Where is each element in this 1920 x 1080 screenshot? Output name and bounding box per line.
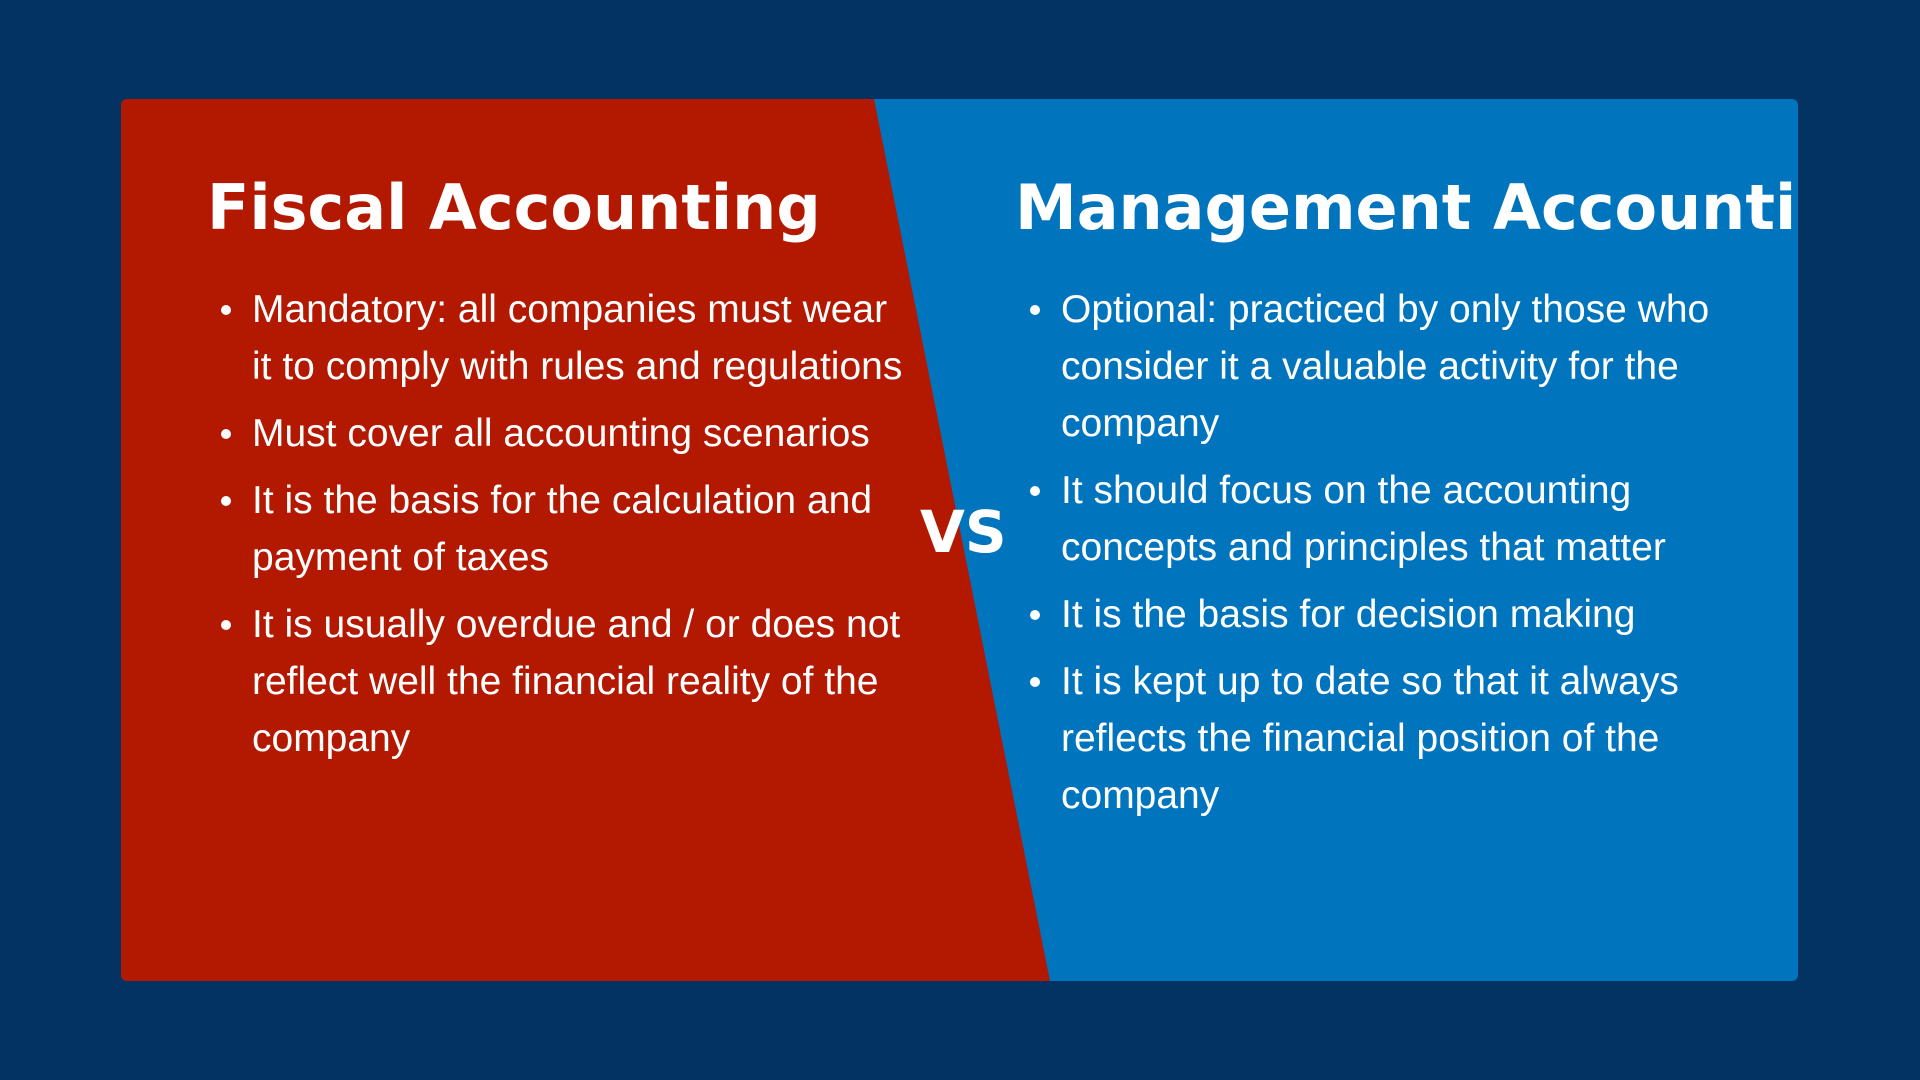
fiscal-point-2: Must cover all accounting scenarios (221, 405, 912, 462)
management-point-1: Optional: practiced by only those who co… (1030, 281, 1761, 452)
management-point-2: It should focus on the accounting concep… (1030, 462, 1761, 576)
fiscal-point-1-text: Mandatory: all companies must wear it to… (252, 288, 903, 388)
bullet-icon (221, 305, 231, 315)
fiscal-accounting-list: Mandatory: all companies must wear it to… (221, 281, 912, 777)
management-point-4: It is kept up to date so that it always … (1030, 653, 1761, 824)
fiscal-point-1: Mandatory: all companies must wear it to… (221, 281, 912, 395)
management-accounting-list: Optional: practiced by only those who co… (1030, 281, 1761, 834)
vs-label: VS (920, 498, 1007, 566)
management-point-4-text: It is kept up to date so that it always … (1061, 660, 1679, 817)
management-accounting-title: Management Accounting (1015, 171, 1798, 244)
bullet-icon (221, 620, 231, 630)
bullet-icon (221, 496, 231, 506)
fiscal-point-2-text: Must cover all accounting scenarios (252, 412, 870, 455)
bullet-icon (1030, 610, 1040, 620)
management-point-1-text: Optional: practiced by only those who co… (1061, 288, 1710, 445)
bullet-icon (1030, 305, 1040, 315)
management-point-3: It is the basis for decision making (1030, 586, 1761, 643)
fiscal-accounting-title: Fiscal Accounting (207, 171, 821, 244)
comparison-card: Fiscal Accounting Mandatory: all compani… (121, 99, 1798, 981)
bullet-icon (221, 429, 231, 439)
fiscal-point-4: It is usually overdue and / or does not … (221, 596, 912, 767)
fiscal-point-4-text: It is usually overdue and / or does not … (252, 603, 901, 760)
bullet-icon (1030, 677, 1040, 687)
management-point-2-text: It should focus on the accounting concep… (1061, 469, 1666, 569)
fiscal-point-3-text: It is the basis for the calculation and … (252, 479, 873, 579)
management-point-3-text: It is the basis for decision making (1061, 593, 1636, 636)
left-panel-background (121, 99, 1050, 981)
card-background (121, 99, 1798, 981)
fiscal-point-3: It is the basis for the calculation and … (221, 472, 912, 586)
bullet-icon (1030, 486, 1040, 496)
